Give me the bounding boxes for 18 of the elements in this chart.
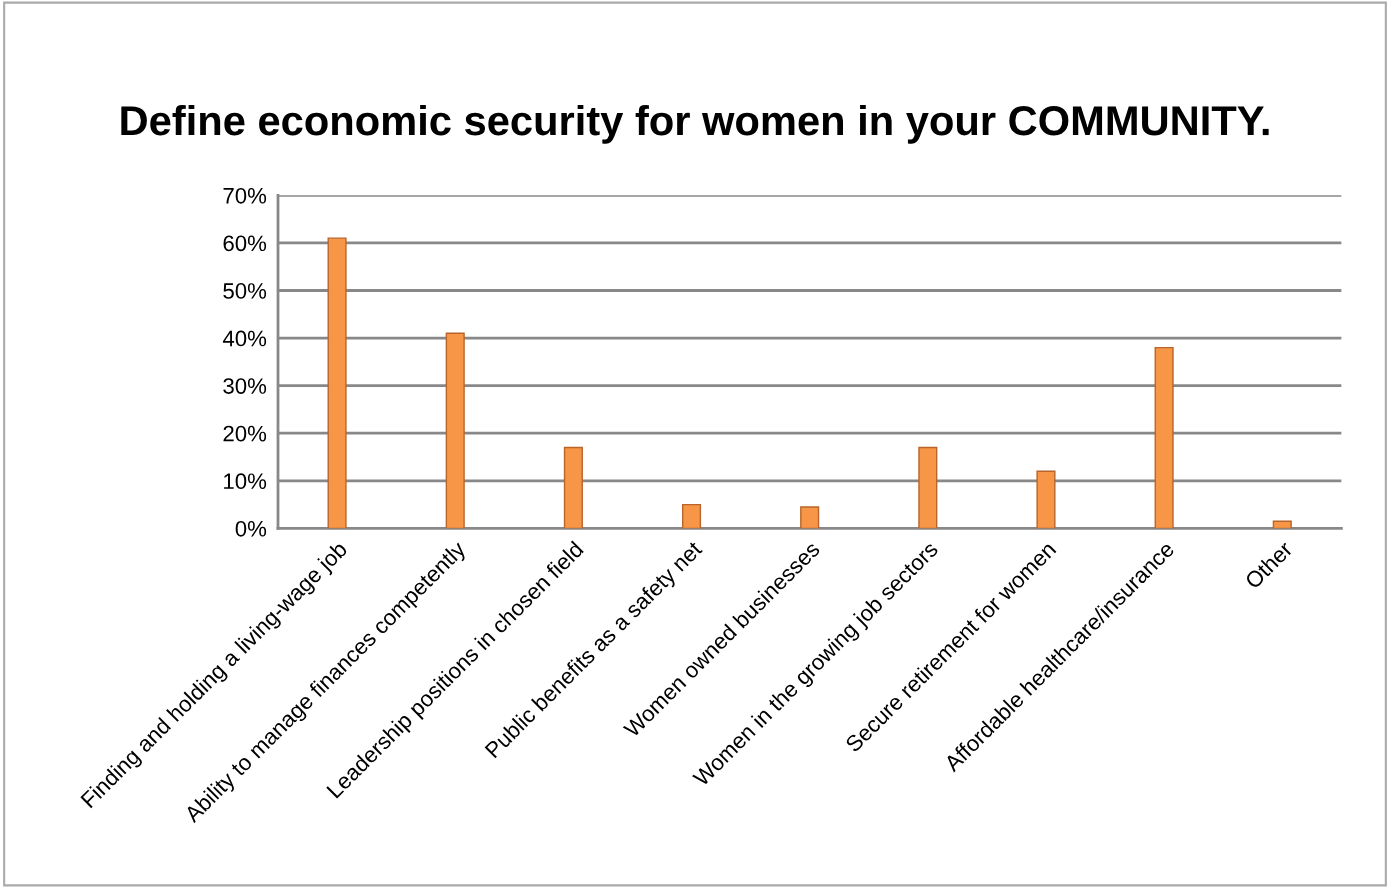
bar (1036, 470, 1056, 529)
y-tick-label: 50% (223, 283, 267, 299)
y-tick-label: 10% (224, 473, 267, 490)
y-tick-label: 0% (235, 520, 267, 537)
chart-title: Define economic security for women in your COMMUNITY. (121, 104, 1269, 144)
bar (681, 503, 702, 529)
bar (1154, 346, 1174, 529)
y-tick-label: 40% (222, 330, 267, 347)
bar (445, 332, 465, 529)
y-tick-label: 30% (223, 378, 267, 394)
bar (918, 446, 938, 529)
bar (563, 446, 583, 529)
bar (800, 506, 820, 529)
y-tick-label: 60% (223, 235, 267, 252)
bar (1272, 520, 1292, 529)
bar (327, 237, 347, 529)
y-tick-label: 70% (223, 187, 267, 204)
y-tick-label: 20% (223, 425, 267, 442)
